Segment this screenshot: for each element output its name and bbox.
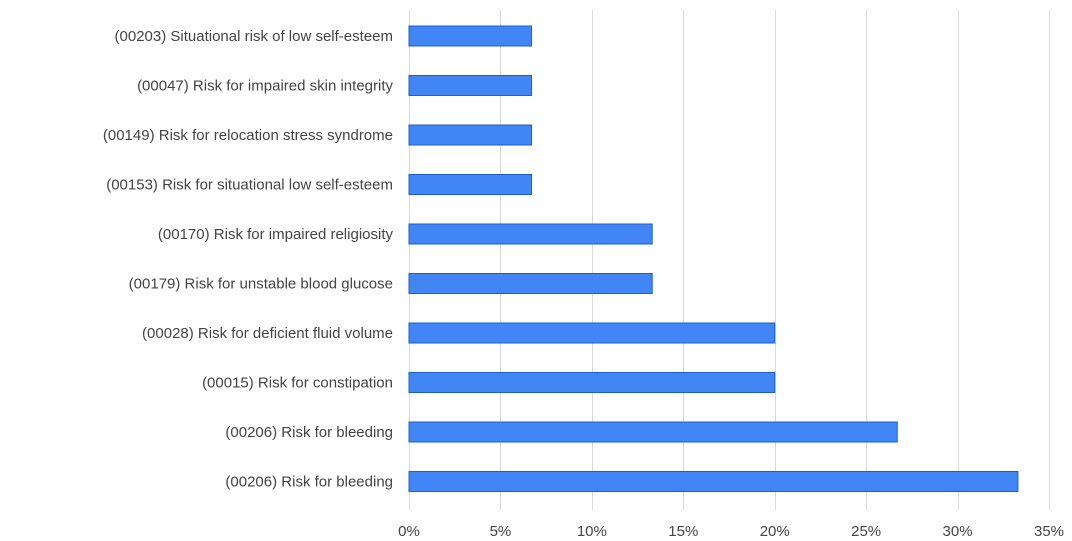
category-label: (00206) Risk for bleeding — [225, 424, 393, 441]
bar — [408, 421, 898, 443]
bar — [408, 75, 533, 96]
bar — [408, 372, 776, 393]
x-tick-label: 0% — [398, 523, 420, 540]
category-label: (00179) Risk for unstable blood glucose — [129, 276, 393, 293]
category-labels: (00203) Situational risk of low self-est… — [103, 28, 394, 491]
bar — [408, 471, 1019, 492]
x-tick-label: 25% — [851, 523, 881, 540]
bar — [408, 124, 533, 146]
category-label: (00149) Risk for relocation stress syndr… — [103, 127, 393, 144]
x-tick-label: 30% — [943, 523, 973, 540]
bars — [408, 25, 1019, 492]
x-tick-label: 20% — [760, 523, 790, 540]
category-label: (00047) Risk for impaired skin integrity — [137, 78, 393, 95]
x-tick-label: 15% — [668, 523, 698, 540]
bar — [408, 25, 533, 47]
x-tick-label: 10% — [577, 523, 607, 540]
bar — [408, 322, 776, 344]
category-label: (00206) Risk for bleeding — [225, 474, 393, 491]
category-label: (00170) Risk for impaired religiosity — [158, 226, 394, 243]
bar — [408, 273, 653, 294]
x-tick-label: 35% — [1034, 523, 1064, 540]
category-label: (00015) Risk for constipation — [202, 375, 393, 392]
category-label: (00028) Risk for deficient fluid volume — [142, 325, 393, 342]
x-tick-label: 5% — [490, 523, 512, 540]
bar — [408, 223, 653, 245]
bar — [408, 174, 533, 195]
x-axis-ticks: 0% 5% 10% 15% 20% 25% 30% 35% — [398, 523, 1064, 540]
category-label: (00153) Risk for situational low self-es… — [106, 177, 393, 194]
category-label: (00203) Situational risk of low self-est… — [115, 28, 393, 45]
